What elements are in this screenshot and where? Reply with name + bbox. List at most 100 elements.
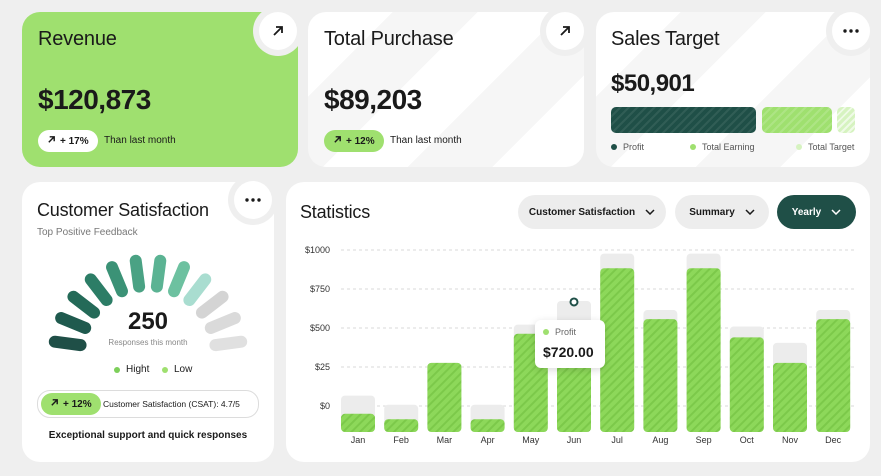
x-tick-label: Jun bbox=[566, 435, 582, 445]
arrow-up-right-icon bbox=[50, 398, 59, 410]
legend-dot bbox=[611, 144, 617, 150]
arrow-up-right-icon bbox=[272, 25, 284, 37]
target-title: Sales Target bbox=[611, 28, 720, 50]
metric-dropdown-label: Customer Satisfaction bbox=[528, 206, 636, 218]
chevron-down-icon bbox=[645, 207, 655, 218]
statistics-chart bbox=[341, 249, 856, 432]
tooltip-value: $720.00 bbox=[543, 344, 594, 360]
legend-label: Profit bbox=[623, 142, 645, 152]
x-tick-label: Mar bbox=[436, 435, 453, 445]
x-tick-label: Dec bbox=[825, 435, 842, 445]
target-more-button[interactable] bbox=[832, 12, 870, 50]
bar-sep[interactable] bbox=[686, 268, 721, 432]
bar-mar[interactable] bbox=[427, 362, 462, 432]
gauge-segment bbox=[129, 254, 146, 293]
gauge-segment bbox=[84, 273, 113, 307]
satisfaction-value: 250 bbox=[127, 308, 169, 335]
bar-oct[interactable] bbox=[729, 337, 764, 432]
x-tick-label: Aug bbox=[652, 435, 669, 445]
tooltip-series: Profit bbox=[543, 327, 576, 337]
bar-dec[interactable] bbox=[816, 319, 851, 432]
more-horizontal-icon bbox=[843, 29, 859, 33]
legend-dot bbox=[114, 366, 120, 373]
gauge-segment bbox=[183, 273, 212, 307]
revenue-title: Revenue bbox=[38, 28, 117, 50]
x-tick-label: May bbox=[522, 435, 540, 445]
satisfaction-caption: Responses this month bbox=[108, 338, 188, 347]
legend-high: Hight bbox=[114, 364, 149, 375]
purchase-card: Total Purchase $89,203 + 12% Than last m… bbox=[308, 12, 584, 167]
gauge-segment bbox=[195, 290, 229, 319]
total-earning-bar bbox=[762, 107, 832, 133]
revenue-change-badge: + 17% bbox=[38, 130, 98, 152]
gauge-segment bbox=[204, 312, 241, 334]
satisfaction-gauge bbox=[48, 254, 248, 352]
revenue-comparison: Than last month bbox=[104, 135, 176, 146]
legend-label: Hight bbox=[126, 364, 150, 375]
period-dropdown[interactable]: Yearly bbox=[777, 195, 856, 229]
customer-satisfaction-card: Customer Satisfaction Top Positive Feedb… bbox=[22, 182, 274, 462]
satisfaction-title: Customer Satisfaction bbox=[37, 200, 209, 220]
legend-dot bbox=[543, 329, 549, 335]
profit-bar bbox=[611, 107, 756, 133]
gauge-segment bbox=[209, 335, 248, 352]
legend-dot bbox=[796, 144, 802, 150]
legend-label: Low bbox=[174, 364, 193, 375]
chart-tooltip: Profit $720.00 bbox=[535, 320, 605, 368]
revenue-value: $120,873 bbox=[38, 84, 151, 115]
chevron-down-icon bbox=[831, 207, 841, 218]
gauge-segment bbox=[48, 335, 87, 352]
revenue-change: + 17% bbox=[60, 135, 89, 147]
metric-dropdown[interactable]: Customer Satisfaction bbox=[518, 195, 666, 229]
legend-low: Low bbox=[162, 364, 192, 375]
x-tick-label: Sep bbox=[695, 435, 712, 445]
period-dropdown-label: Yearly bbox=[791, 206, 822, 218]
y-tick-label: $1000 bbox=[304, 245, 330, 255]
legend-total-target: Total Target bbox=[796, 142, 854, 152]
revenue-card: Revenue $120,873 + 17% Than last month bbox=[22, 12, 298, 167]
gauge-segment bbox=[67, 290, 101, 319]
legend-profit: Profit bbox=[611, 142, 644, 152]
highlight-marker bbox=[569, 297, 579, 307]
target-value: $50,901 bbox=[611, 70, 695, 97]
legend-dot bbox=[690, 144, 696, 150]
satisfaction-footer: Exceptional support and quick responses bbox=[48, 430, 248, 441]
x-tick-label: Oct bbox=[739, 435, 754, 445]
x-tick-label: Feb bbox=[393, 435, 409, 445]
purchase-open-button[interactable] bbox=[546, 12, 584, 50]
purchase-change-badge: + 12% bbox=[324, 130, 384, 152]
y-tick-label: $0 bbox=[319, 401, 330, 411]
y-tick-label: $25 bbox=[314, 362, 330, 372]
statistics-card: Statistics Customer Satisfaction Summary… bbox=[286, 182, 870, 462]
arrow-up-right-icon bbox=[333, 135, 342, 147]
legend-dot bbox=[162, 366, 168, 373]
bar-jan[interactable] bbox=[341, 413, 375, 432]
arrow-up-right-icon bbox=[559, 25, 571, 37]
purchase-comparison: Than last month bbox=[390, 135, 462, 146]
y-tick-label: $500 bbox=[309, 323, 330, 333]
bar-aug[interactable] bbox=[643, 319, 678, 432]
more-horizontal-icon bbox=[245, 198, 261, 202]
arrow-up-right-icon bbox=[47, 135, 56, 147]
tooltip-label: Profit bbox=[555, 327, 577, 337]
bar-jul[interactable] bbox=[600, 268, 635, 432]
sales-target-card: Sales Target $50,901 Profit Total Earnin… bbox=[596, 12, 870, 167]
chevron-down-icon bbox=[745, 207, 755, 218]
satisfaction-subtitle: Top Positive Feedback bbox=[37, 227, 138, 238]
view-dropdown[interactable]: Summary bbox=[675, 195, 769, 229]
y-tick-label: $750 bbox=[309, 284, 330, 294]
bar-apr[interactable] bbox=[470, 419, 505, 432]
csat-label: Customer Satisfaction (CSAT): 4.7/5 bbox=[103, 399, 240, 409]
csat-change: + 12% bbox=[63, 398, 92, 410]
statistics-title: Statistics bbox=[300, 202, 371, 222]
x-tick-label: Jan bbox=[350, 435, 366, 445]
bar-feb[interactable] bbox=[384, 419, 419, 432]
bar-nov[interactable] bbox=[773, 362, 807, 432]
revenue-open-button[interactable] bbox=[259, 12, 297, 50]
x-tick-label: Jul bbox=[611, 435, 623, 445]
view-dropdown-label: Summary bbox=[689, 206, 735, 218]
legend-label: Total Target bbox=[808, 142, 855, 152]
x-tick-label: Apr bbox=[480, 435, 495, 445]
satisfaction-more-button[interactable] bbox=[234, 181, 272, 219]
total-target-bar bbox=[837, 107, 855, 133]
